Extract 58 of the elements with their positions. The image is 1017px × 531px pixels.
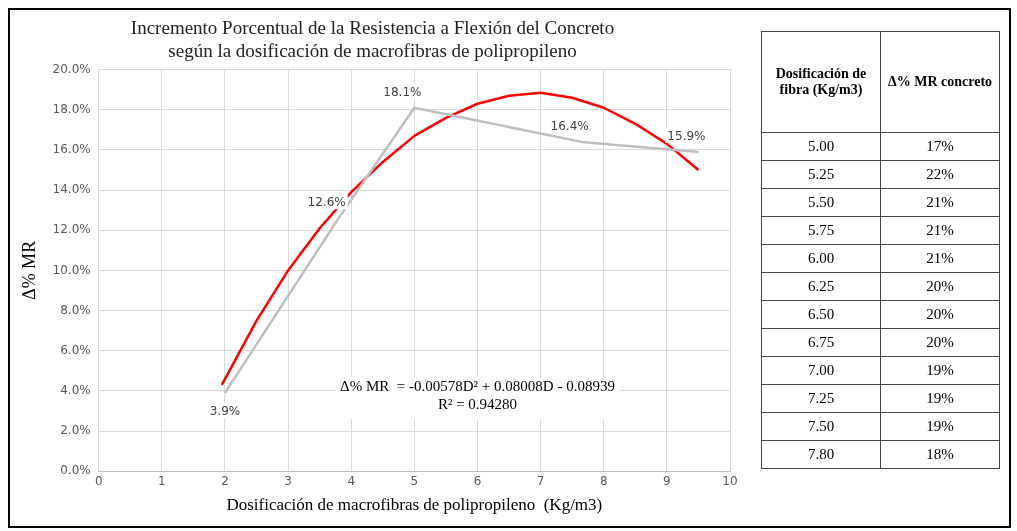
data-label: 21% — [880, 244, 1000, 273]
chart-title: Incremento Porcentual de la Resistencia a Flexión del Concreto según la dosificación de macrofibras de polipropileno — [130, 17, 615, 62]
y-tick-label: 5.50 — [761, 188, 881, 217]
x-tick-label: 6 — [473, 473, 482, 488]
y-tick-label: 5.00 — [761, 132, 881, 161]
y-tick-label: 7.50 — [761, 412, 881, 441]
y-tick-label: 14.0% — [52, 182, 91, 197]
y-tick-label: 6.75 — [761, 328, 881, 357]
y-tick-label: 6.00 — [761, 244, 881, 273]
y-tick-label: 6.25 — [761, 272, 881, 301]
data-label: 3.9% — [209, 403, 241, 418]
x-axis-title: Dosificación de macrofibras de polipropileno (Kg/m3) — [226, 495, 603, 515]
x-tick-label: 1 — [158, 473, 166, 488]
x-tick-label: 10 — [722, 473, 738, 488]
x-tick-label: 9 — [663, 473, 671, 488]
x-tick-label: Δ% MR concreto — [880, 31, 1000, 133]
data-label: 15.9% — [667, 128, 706, 143]
data-label: 16.4% — [550, 118, 589, 133]
data-label: 12.6% — [307, 195, 346, 210]
x-tick-label: 4 — [347, 473, 356, 488]
y-axis-title: Dosificación de fibra (Kg/m3) — [761, 31, 881, 133]
data-label: 21% — [880, 188, 1000, 217]
y-tick-label: 7.80 — [761, 440, 881, 469]
data-label: 19% — [880, 356, 1000, 385]
data-label: 22% — [880, 160, 1000, 189]
y-tick-label: 5.75 — [761, 216, 881, 245]
x-tick-label: 8 — [599, 473, 608, 488]
y-tick-label: 2.0% — [60, 423, 91, 438]
y-tick-label: 18.0% — [52, 101, 91, 116]
x-tick-label: 3 — [284, 473, 292, 488]
data-label: 20% — [880, 328, 1000, 357]
y-tick-label: 12.0% — [52, 222, 91, 237]
y-tick-label: 10.0% — [52, 262, 91, 277]
data-label: 20% — [880, 272, 1000, 301]
y-tick-label: 7.25 — [761, 384, 881, 413]
x-tick-label: 7 — [536, 473, 545, 488]
y-tick-label: 5.25 — [761, 160, 881, 189]
x-tick-label: 5 — [410, 473, 419, 488]
y-tick-label: 6.0% — [60, 342, 91, 357]
y-tick-label: 4.0% — [60, 383, 91, 398]
data-label: 18% — [880, 440, 1000, 469]
y-tick-label: 16.0% — [52, 142, 91, 157]
y-tick-label: 20.0% — [52, 61, 91, 76]
data-label: 21% — [880, 216, 1000, 245]
data-label: 19% — [880, 412, 1000, 441]
data-label: 17% — [880, 132, 1000, 161]
data-label: 19% — [880, 384, 1000, 413]
y-axis-title: Δ% MR — [18, 240, 39, 300]
y-tick-label: 0.0% — [60, 463, 91, 478]
y-tick-label: 8.0% — [60, 302, 91, 317]
data-label: 20% — [880, 300, 1000, 329]
x-tick-label: 0 — [94, 473, 103, 488]
x-tick-label: 2 — [221, 473, 229, 488]
annotation: R² = 0.94280 — [437, 395, 518, 412]
annotation: Δ% MR = -0.00578D² + 0.08008D - 0.08939 — [340, 377, 615, 394]
data-label: 18.1% — [383, 84, 422, 99]
y-tick-label: 7.00 — [761, 356, 881, 385]
y-tick-label: 6.50 — [761, 300, 881, 329]
